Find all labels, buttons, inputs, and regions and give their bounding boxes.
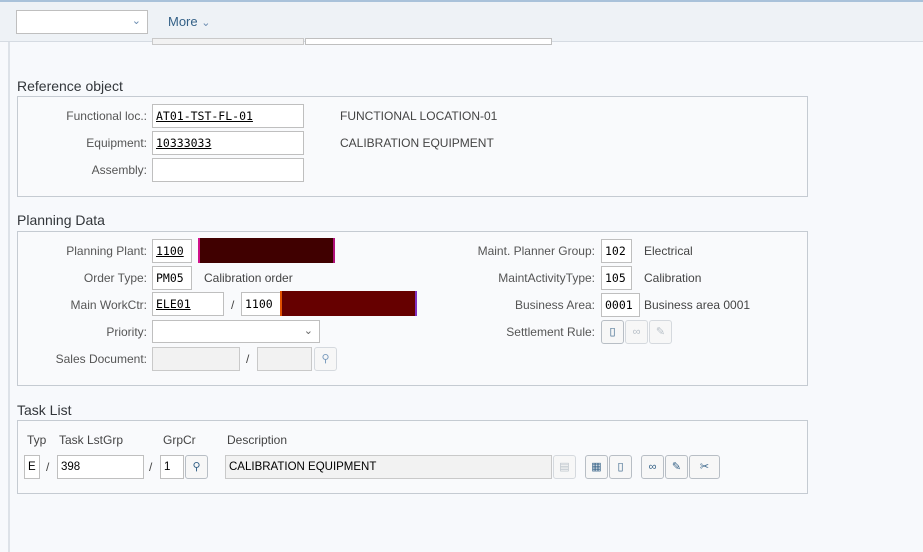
pencil-icon: ✎	[671, 461, 682, 473]
settlement-edit-button[interactable]: ✎	[649, 320, 672, 344]
sales-item-input	[257, 347, 312, 371]
redacted-block	[198, 238, 335, 263]
chevron-down-icon: ⌄	[201, 17, 211, 29]
redacted-block	[280, 291, 417, 316]
typ-header: Typ	[27, 433, 47, 447]
toolbar: ⌄ More ⌄	[0, 0, 923, 42]
typ-input[interactable]: E	[24, 455, 40, 479]
order-type-label: Order Type:	[83, 271, 147, 285]
workctr-plant-input[interactable]: 1100	[241, 292, 281, 316]
document-icon: ▯	[609, 326, 616, 338]
activity-type-input[interactable]: 105	[601, 266, 632, 290]
separator: /	[149, 460, 153, 474]
sales-document-input	[152, 347, 240, 371]
business-area-label: Business Area:	[514, 298, 595, 312]
description-field: CALIBRATION EQUIPMENT	[225, 455, 552, 479]
structure-icon: ▦	[591, 461, 602, 473]
task-delete-button[interactable]: ✂	[689, 455, 720, 479]
section-title: Reference object	[17, 78, 123, 94]
functional-loc-label: Functional loc.:	[66, 109, 147, 123]
left-border	[8, 42, 10, 552]
cutoff-field	[152, 38, 304, 45]
chevron-down-icon: ⌄	[303, 325, 313, 337]
main-workctr-label: Main WorkCtr:	[70, 298, 147, 312]
search-button[interactable]: ⚲	[314, 347, 337, 371]
settlement-create-button[interactable]: ▯	[601, 320, 624, 344]
planner-group-input[interactable]: 102	[601, 239, 632, 263]
grpcr-header: GrpCr	[163, 433, 196, 447]
group-header: Task LstGrp	[59, 433, 124, 447]
glasses-icon: ∞	[632, 326, 641, 338]
business-area-input[interactable]: 0001	[601, 293, 640, 317]
equipment-input[interactable]: 10333033	[152, 131, 304, 155]
assembly-input[interactable]	[152, 158, 304, 182]
search-button[interactable]: ⚲	[185, 455, 208, 479]
priority-dropdown[interactable]: ⌄	[152, 320, 320, 343]
order-type-desc: Calibration order	[204, 271, 293, 285]
toolbar-dropdown[interactable]: ⌄	[16, 10, 148, 34]
document-glasses-icon: ▤	[559, 461, 570, 473]
activity-type-desc: Calibration	[644, 271, 702, 285]
task-view-button[interactable]: ∞	[641, 455, 664, 479]
more-label: More	[168, 14, 198, 29]
order-type-input[interactable]: PM05	[152, 266, 192, 290]
activity-type-label: MaintActivityType:	[498, 271, 595, 285]
assembly-label: Assembly:	[91, 163, 147, 177]
functional-loc-desc: FUNCTIONAL LOCATION-01	[340, 109, 498, 123]
section-title: Task List	[17, 402, 72, 418]
main-workctr-input[interactable]: ELE01	[152, 292, 224, 316]
task-edit-button[interactable]: ✎	[665, 455, 688, 479]
more-button[interactable]: More ⌄	[168, 14, 210, 29]
section-title: Planning Data	[17, 212, 105, 228]
planning-plant-label: Planning Plant:	[66, 244, 147, 258]
settlement-rule-label: Settlement Rule:	[506, 325, 595, 339]
search-icon: ⚲	[192, 461, 201, 473]
description-header: Description	[227, 433, 288, 447]
separator: /	[231, 298, 235, 312]
reference-object-box	[17, 96, 808, 197]
priority-label: Priority:	[106, 325, 147, 339]
sales-document-label: Sales Document:	[55, 352, 147, 366]
pencil-icon: ✎	[655, 326, 666, 338]
functional-loc-input[interactable]: AT01-TST-FL-01	[152, 104, 304, 128]
cut-icon: ✂	[699, 461, 710, 473]
document-icon: ▯	[617, 461, 624, 473]
planner-group-desc: Electrical	[644, 244, 693, 258]
task-display-button[interactable]: ▤	[553, 455, 576, 479]
settlement-display-button[interactable]: ∞	[625, 320, 648, 344]
cutoff-field	[305, 38, 552, 45]
equipment-desc: CALIBRATION EQUIPMENT	[340, 136, 494, 150]
task-select-button[interactable]: ▦	[585, 455, 608, 479]
separator: /	[246, 352, 250, 366]
grpcr-input[interactable]: 1	[160, 455, 184, 479]
separator: /	[46, 460, 50, 474]
planner-group-label: Maint. Planner Group:	[477, 244, 595, 258]
equipment-label: Equipment:	[86, 136, 147, 150]
search-icon: ⚲	[321, 353, 330, 365]
chevron-down-icon: ⌄	[131, 15, 141, 27]
planning-plant-input[interactable]: 1100	[152, 239, 192, 263]
glasses-icon: ∞	[648, 461, 657, 473]
task-create-button[interactable]: ▯	[609, 455, 632, 479]
task-group-input[interactable]: 398	[57, 455, 144, 479]
business-area-desc: Business area 0001	[644, 298, 751, 312]
